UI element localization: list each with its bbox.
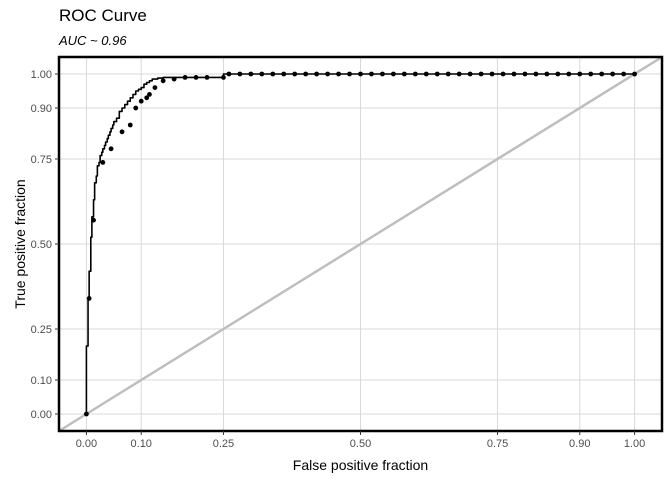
y-tick-label: 1.00 xyxy=(31,69,52,81)
roc-point xyxy=(144,95,150,101)
x-tick-label: 0.75 xyxy=(487,438,508,450)
roc-point xyxy=(390,71,396,77)
roc-point xyxy=(100,160,106,165)
chart-subtitle: AUC ~ 0.96 xyxy=(59,33,127,48)
roc-point xyxy=(204,75,210,80)
roc-point xyxy=(358,71,363,77)
roc-point xyxy=(369,71,374,77)
y-axis-title: True positive fraction xyxy=(12,179,28,308)
roc-point xyxy=(108,146,114,152)
x-tick-label: 0.25 xyxy=(213,438,234,450)
y-tick-label: 0.00 xyxy=(31,409,52,421)
y-tick-label: 0.10 xyxy=(31,375,52,387)
roc-point xyxy=(511,71,517,77)
roc-point xyxy=(86,296,92,301)
roc-point xyxy=(599,71,605,77)
roc-point xyxy=(632,71,637,77)
roc-point xyxy=(555,71,561,77)
y-tick-label: 0.75 xyxy=(31,154,52,166)
roc-point xyxy=(226,71,232,77)
roc-point xyxy=(412,71,418,77)
roc-point xyxy=(566,71,572,77)
x-axis-ticks: 0.00 0.10 0.25 0.50 0.75 0.90 1.00 xyxy=(76,431,645,450)
y-tick-label: 0.50 xyxy=(31,239,52,251)
roc-point xyxy=(314,71,320,77)
roc-point xyxy=(248,71,254,77)
roc-point xyxy=(138,98,144,104)
roc-point xyxy=(610,71,616,77)
roc-point xyxy=(445,71,451,77)
roc-point xyxy=(544,71,550,77)
roc-point xyxy=(237,71,243,77)
roc-point xyxy=(456,71,462,77)
x-axis-title: False positive fraction xyxy=(293,457,428,473)
roc-point xyxy=(259,71,265,77)
y-axis-ticks: 0.00 0.10 0.25 0.50 0.75 0.90 1.00 xyxy=(31,69,59,421)
y-tick-label: 0.25 xyxy=(31,324,52,336)
roc-point xyxy=(434,71,440,77)
roc-point xyxy=(533,71,539,77)
roc-point xyxy=(478,71,484,77)
reference-diagonal xyxy=(58,55,663,433)
roc-point xyxy=(270,71,276,77)
roc-point xyxy=(127,122,133,128)
roc-point xyxy=(133,105,139,111)
roc-point xyxy=(522,71,528,77)
roc-point xyxy=(84,411,89,417)
roc-point xyxy=(292,71,298,77)
roc-point xyxy=(577,71,583,77)
roc-point xyxy=(281,71,287,77)
roc-point xyxy=(221,75,226,80)
roc-point xyxy=(500,71,506,77)
roc-point xyxy=(147,92,152,97)
x-tick-label: 0.10 xyxy=(131,438,152,450)
roc-point xyxy=(336,71,341,77)
roc-point xyxy=(152,85,158,90)
roc-point xyxy=(91,217,96,223)
roc-markers xyxy=(84,71,637,417)
roc-point xyxy=(303,71,309,77)
x-tick-label: 1.00 xyxy=(624,438,645,450)
roc-point xyxy=(119,129,125,135)
chart-title: ROC Curve xyxy=(59,6,147,25)
roc-point xyxy=(588,71,594,77)
roc-point xyxy=(182,75,188,80)
roc-point xyxy=(380,71,385,77)
roc-curve-line xyxy=(85,73,635,414)
roc-point xyxy=(467,71,473,77)
roc-point xyxy=(401,71,407,77)
roc-point xyxy=(171,76,177,82)
roc-point xyxy=(423,71,429,77)
x-tick-label: 0.90 xyxy=(569,438,590,450)
roc-point xyxy=(325,71,331,77)
roc-point xyxy=(160,78,166,84)
roc-point xyxy=(347,71,352,77)
y-tick-label: 0.90 xyxy=(31,103,52,115)
roc-point xyxy=(621,71,627,77)
roc-point xyxy=(489,71,495,77)
x-tick-label: 0.00 xyxy=(76,438,97,450)
roc-curve-layer xyxy=(85,73,635,414)
x-tick-label: 0.50 xyxy=(350,438,371,450)
chance-diagonal-line xyxy=(58,55,663,433)
roc-point xyxy=(193,75,199,80)
